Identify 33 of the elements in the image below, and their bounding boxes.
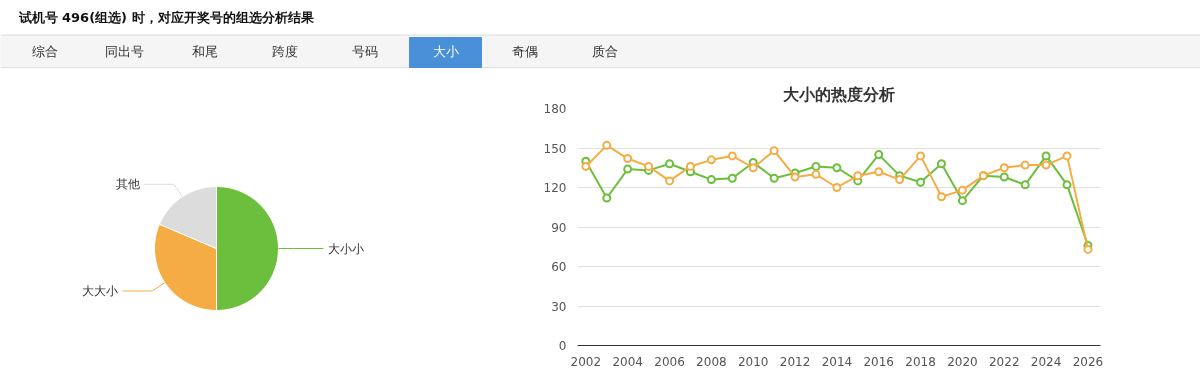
x-tick-label: 2010 [737, 354, 769, 369]
x-tick-label: 2006 [654, 354, 685, 369]
y-tick-label: 60 [551, 260, 567, 274]
slice-label: 大小小 [327, 241, 364, 256]
x-tick-label: 2020 [947, 354, 978, 369]
text: 和尾 [191, 44, 218, 59]
text: 质合 [591, 44, 618, 59]
y-tick-label: 0 [558, 339, 567, 353]
x-tick-label: 2016 [863, 354, 895, 369]
slice-label: 其他 [116, 177, 141, 192]
text: 试机号 496(组选) 时，对应开奖号的组选分析结果 [17, 10, 315, 25]
x-tick-label: 2026 [1072, 354, 1104, 369]
x-tick-label: 2002 [570, 354, 602, 369]
text: 奇偶 [511, 44, 538, 59]
text: 号码 [351, 44, 378, 59]
text: 综合 [31, 44, 58, 59]
x-tick-label: 2008 [696, 354, 727, 369]
x-tick-label: 2004 [612, 354, 643, 369]
text: 同出号 [105, 44, 144, 59]
y-tick-label: 180 [543, 102, 567, 116]
text: 大小 [432, 44, 459, 59]
y-tick-label: 90 [551, 220, 567, 235]
x-tick-label: 2018 [905, 354, 936, 369]
x-tick-label: 2022 [989, 354, 1020, 369]
x-tick-label: 2024 [1030, 354, 1062, 369]
y-tick-label: 30 [551, 299, 567, 314]
x-tick-label: 2012 [779, 354, 811, 369]
chart-title: 大小的热度分析 [783, 84, 895, 104]
x-tick-label: 2014 [821, 354, 853, 369]
slice-label: 大大小 [82, 283, 119, 298]
y-tick-label: 150 [543, 141, 567, 156]
y-tick-label: 120 [543, 181, 567, 195]
text: 跨度 [271, 44, 298, 59]
